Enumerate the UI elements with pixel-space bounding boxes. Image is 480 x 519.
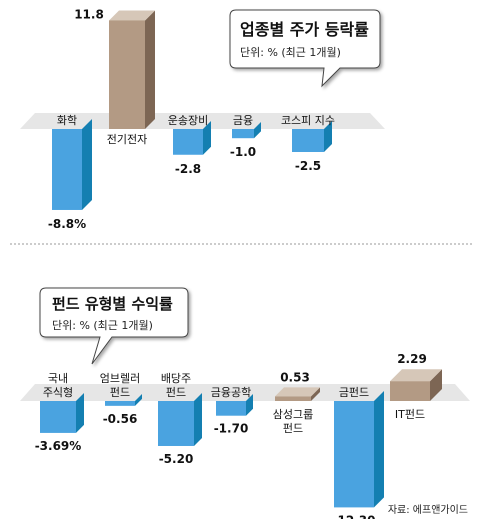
category-label: 삼성그룹	[273, 408, 313, 421]
callout-bubble	[39, 287, 189, 365]
category-label: 주식형	[43, 386, 73, 399]
value-label: 11.8	[74, 7, 104, 21]
baseline-band	[20, 384, 470, 401]
bar-side	[82, 119, 92, 210]
callout-bubble	[229, 9, 381, 88]
chart-title: 펀드 유형별 수익률	[52, 295, 173, 313]
bar-1	[105, 394, 142, 406]
bar-front	[52, 129, 82, 210]
bar-2	[173, 121, 211, 155]
bar-side	[311, 387, 320, 401]
source-note: 자료: 에프앤가이드	[388, 504, 468, 516]
bar-4	[292, 121, 332, 152]
bar-5	[334, 391, 384, 508]
bar-side	[374, 391, 384, 508]
legend-callout: 펀드 유형별 수익률 단위: % (최근 1개월)	[39, 287, 189, 365]
bar-side	[246, 394, 253, 416]
bar-front	[105, 401, 135, 406]
bar-side	[194, 393, 202, 446]
chart-subtitle: 단위: % (최근 1개월)	[240, 46, 341, 59]
bar-front	[334, 401, 374, 508]
legend-callout: 업종별 주가 등락률 단위: % (최근 1개월)	[229, 9, 381, 88]
category-label: 국내	[48, 372, 68, 385]
bar-6	[390, 369, 442, 401]
bar-front	[109, 20, 145, 129]
bar-side	[135, 394, 142, 406]
category-label: 운송장비	[168, 114, 208, 127]
chart-fund-type: 국내주식형-3.69%엄브렐러펀드-0.56배당주펀드-5.20금융공학-1.7…	[20, 287, 470, 519]
bar-3	[216, 394, 253, 416]
bar-side	[203, 121, 211, 155]
value-label: -1.0	[230, 145, 256, 159]
bars-group	[52, 10, 332, 210]
bar-top	[390, 369, 442, 382]
bar-1	[109, 10, 155, 129]
labels-group: 화학 -8.8% 11.8 전기전자 운송장비 -2.8 금융 -1.0 코스피 지수 -2.5	[48, 7, 335, 231]
bar-front	[40, 401, 76, 433]
chart-subtitle: 단위: % (최근 1개월)	[52, 319, 153, 332]
category-label: 코스피 지수	[281, 114, 335, 127]
chart-title: 업종별 주가 등락률	[240, 20, 369, 39]
value-label: -2.5	[295, 159, 321, 173]
category-label: 전기전자	[107, 133, 147, 146]
bars-group	[40, 369, 442, 508]
bar-4	[275, 387, 320, 401]
bar-top	[109, 10, 155, 21]
bar-2	[158, 393, 202, 446]
bar-front	[216, 401, 246, 416]
bar-side	[430, 369, 442, 401]
bar-front	[275, 396, 311, 401]
value-label: -3.69%	[35, 439, 82, 453]
bar-front	[390, 381, 430, 401]
bar-side	[324, 121, 332, 152]
bar-3	[232, 122, 261, 139]
category-label: 펀드	[283, 422, 303, 435]
bar-front	[232, 129, 254, 139]
value-label: -5.20	[159, 452, 194, 466]
bar-top	[275, 387, 320, 397]
value-label: 2.29	[397, 352, 427, 366]
category-label: 금융	[233, 114, 253, 127]
category-label: 배당주	[161, 372, 191, 385]
category-label: IT펀드	[395, 408, 425, 421]
bar-side	[254, 122, 261, 139]
category-label: 엄브렐러	[100, 372, 140, 385]
bar-front	[158, 401, 194, 446]
bar-front	[173, 129, 203, 155]
category-label: 금펀드	[339, 386, 369, 399]
bar-0	[40, 393, 84, 433]
value-label: -8.8%	[48, 217, 86, 231]
category-label: 펀드	[166, 386, 186, 399]
bar-side	[76, 393, 84, 433]
category-label: 화학	[57, 114, 77, 127]
labels-group: 국내주식형-3.69%엄브렐러펀드-0.56배당주펀드-5.20금융공학-1.7…	[35, 352, 427, 519]
value-label: -0.56	[103, 412, 138, 426]
category-label: 펀드	[110, 386, 130, 399]
bar-0	[52, 119, 92, 210]
bar-front	[292, 129, 324, 152]
category-label: 금융공학	[211, 386, 251, 399]
value-label: 0.53	[280, 370, 310, 384]
bar-side	[145, 10, 155, 129]
value-label: -12.30	[333, 513, 376, 519]
value-label: -1.70	[214, 422, 249, 436]
value-label: -2.8	[175, 162, 201, 176]
